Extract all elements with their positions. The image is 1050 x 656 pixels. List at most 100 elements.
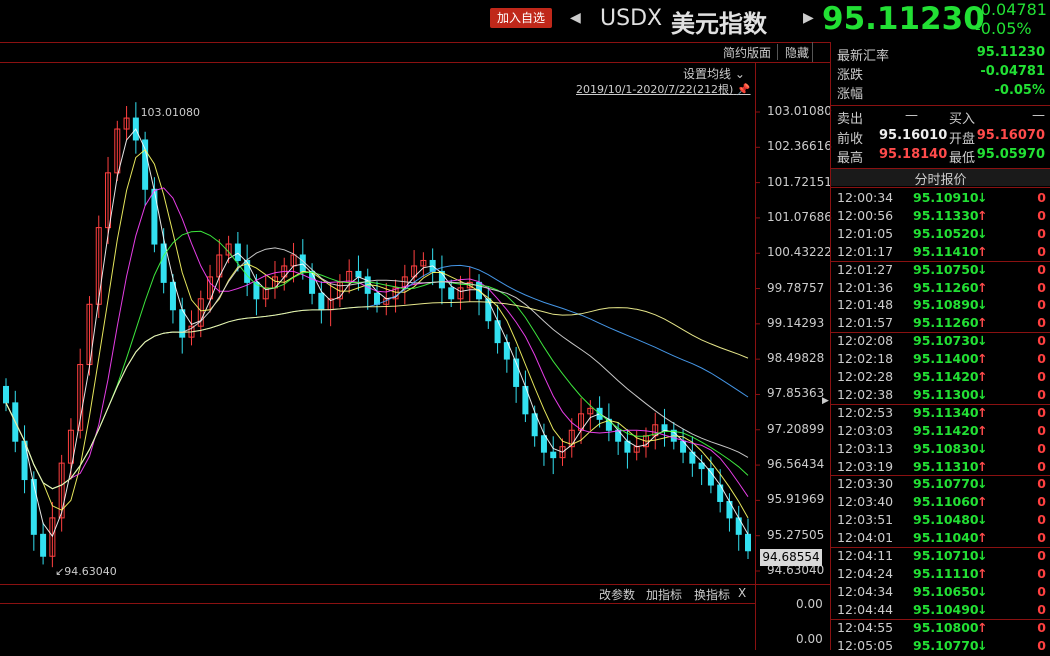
tick-time: 12:03:19 (837, 458, 894, 474)
tick-time: 12:01:36 (837, 279, 894, 295)
tick-volume: 0 (1037, 333, 1046, 349)
tick-row[interactable]: 12:05:05 95.10770 ↓ 0 (831, 638, 1050, 656)
tick-row[interactable]: 12:01:36 95.11260 ↑ 0 (831, 280, 1050, 298)
date-range-text[interactable]: 2019/10/1-2020/7/22(212根) (576, 83, 734, 96)
tick-time: 12:02:08 (837, 333, 894, 349)
close-subpanel-button[interactable]: X (738, 586, 747, 600)
tick-row[interactable]: 12:03:03 95.11420 ↑ 0 (831, 423, 1050, 441)
tick-price: 95.10770 (913, 476, 979, 492)
tick-volume: 0 (1037, 637, 1046, 653)
ma-settings-label[interactable]: 设置均线 (683, 67, 732, 81)
y-tick-label: 101.07686 (767, 209, 832, 224)
tick-row[interactable]: 12:02:28 95.11420 ↑ 0 (831, 369, 1050, 387)
panel-separator (831, 187, 1050, 188)
tick-price: 95.11310 (913, 458, 979, 474)
candle-down (448, 287, 455, 300)
tick-row[interactable]: 12:01:57 95.11260 ↑ 0 (831, 315, 1050, 333)
tick-time: 12:03:03 (837, 422, 894, 438)
add-to-watchlist-button[interactable]: 加入自选 (490, 8, 552, 28)
tick-row[interactable]: 12:01:48 95.10890 ↓ 0 (831, 297, 1050, 315)
candle-up (114, 128, 121, 174)
tick-row[interactable]: 12:04:44 95.10490 ↓ 0 (831, 602, 1050, 620)
tick-time: 12:03:13 (837, 440, 894, 456)
last-price: 95.11230 (822, 1, 985, 37)
date-range-label[interactable]: 2019/10/1-2020/7/22(212根) 📌 (576, 81, 751, 97)
change-percent: -0.05% (975, 19, 1032, 38)
tick-volume: 0 (1037, 440, 1046, 456)
tick-row[interactable]: 12:02:18 95.11400 ↑ 0 (831, 351, 1050, 369)
candle-down (179, 309, 186, 338)
tick-volume: 0 (1037, 351, 1046, 367)
tick-row[interactable]: 12:00:56 95.11330 ↑ 0 (831, 208, 1050, 226)
tick-row[interactable]: 12:04:24 95.11110 ↑ 0 (831, 566, 1050, 584)
tick-row[interactable]: 12:04:01 95.11040 ↑ 0 (831, 530, 1050, 548)
tick-price: 95.10800 (913, 619, 979, 635)
candle-up (457, 287, 464, 300)
candle-down (540, 435, 547, 453)
tick-price: 95.11260 (913, 315, 979, 331)
tick-row[interactable]: 12:01:17 95.11410 ↑ 0 (831, 244, 1050, 262)
candle-up (105, 172, 112, 229)
tick-row[interactable]: 12:00:34 95.10910 ↓ 0 (831, 190, 1050, 208)
y-tick-label: 103.01080 (767, 104, 832, 118)
simple-layout-button[interactable]: 简约版面 (723, 46, 772, 60)
tick-price: 95.10650 (913, 583, 979, 599)
ask-value: — (905, 108, 918, 123)
chart-toolbar-divider (0, 62, 830, 63)
tick-volume: 0 (1037, 458, 1046, 474)
pin-icon[interactable]: 📌 (736, 83, 751, 96)
ticks-title: 分时报价 (831, 169, 1050, 188)
tick-volume: 0 (1037, 565, 1046, 581)
arrow-up-icon: ↑ (977, 369, 988, 384)
tick-row[interactable]: 12:03:30 95.10770 ↓ 0 (831, 476, 1050, 494)
ask-label: 卖出 (837, 112, 864, 127)
tick-volume: 0 (1037, 386, 1046, 402)
candle-down (550, 451, 557, 459)
tick-row[interactable]: 12:01:05 95.10520 ↓ 0 (831, 226, 1050, 244)
candle-down (3, 385, 9, 404)
tick-volume: 0 (1037, 369, 1046, 384)
y-tick-label: 94.63040 (767, 563, 825, 577)
tick-row[interactable]: 12:03:51 95.10480 ↓ 0 (831, 512, 1050, 530)
arrow-down-icon: ↓ (977, 225, 988, 241)
tick-time: 12:01:48 (837, 297, 894, 313)
candle-down (40, 533, 47, 557)
candlestick-chart[interactable]: 103.01080 ↙94.63040 (0, 62, 830, 650)
tick-volume: 0 (1037, 190, 1046, 205)
tick-row[interactable]: 12:02:08 95.10730 ↓ 0 (831, 333, 1050, 351)
moving-average-line (5, 230, 749, 490)
tick-row[interactable]: 12:02:53 95.11340 ↑ 0 (831, 405, 1050, 423)
tick-row[interactable]: 12:04:11 95.10710 ↓ 0 (831, 548, 1050, 566)
candle-down (438, 270, 445, 289)
tick-row[interactable]: 12:01:27 95.10750 ↓ 0 (831, 262, 1050, 280)
hide-button[interactable]: 隐藏 (785, 46, 810, 60)
candle-up (207, 276, 214, 300)
dropdown-chevron-icon[interactable]: ⌄ (734, 67, 745, 81)
ma-settings-button[interactable]: 设置均线 ⌄ (683, 65, 745, 82)
switch-indicator-button[interactable]: 换指标 (694, 588, 731, 602)
tick-time: 12:01:57 (837, 315, 894, 331)
tick-row[interactable]: 12:03:13 95.10830 ↓ 0 (831, 441, 1050, 459)
candle-down (30, 479, 37, 535)
tick-row[interactable]: 12:03:19 95.11310 ↑ 0 (831, 459, 1050, 477)
prev-symbol-arrow-icon[interactable]: ◀ (570, 10, 581, 26)
candle-down (624, 440, 631, 453)
tick-price: 95.11260 (913, 279, 979, 295)
candle-up (568, 429, 575, 448)
change-value: -0.04781 (975, 0, 1047, 19)
arrow-down-icon: ↓ (977, 261, 988, 277)
next-symbol-arrow-icon[interactable]: ▶ (803, 10, 814, 26)
y-tick-label: 100.43222 (767, 245, 832, 260)
tick-row[interactable]: 12:03:40 95.11060 ↑ 0 (831, 494, 1050, 512)
tick-price: 95.10730 (913, 333, 979, 349)
tick-row[interactable]: 12:04:34 95.10650 ↓ 0 (831, 584, 1050, 602)
change-params-button[interactable]: 改参数 (599, 588, 636, 602)
add-indicator-button[interactable]: 加指标 (646, 588, 683, 602)
tick-volume: 0 (1037, 512, 1046, 528)
arrow-down-icon: ↓ (977, 440, 988, 456)
candle-up (123, 117, 130, 130)
tick-row[interactable]: 12:02:38 95.11300 ↓ 0 (831, 387, 1050, 405)
tick-separator (831, 618, 1050, 620)
collapse-panel-arrow-icon[interactable]: ▶ (822, 396, 829, 406)
tick-row[interactable]: 12:04:55 95.10800 ↑ 0 (831, 620, 1050, 638)
